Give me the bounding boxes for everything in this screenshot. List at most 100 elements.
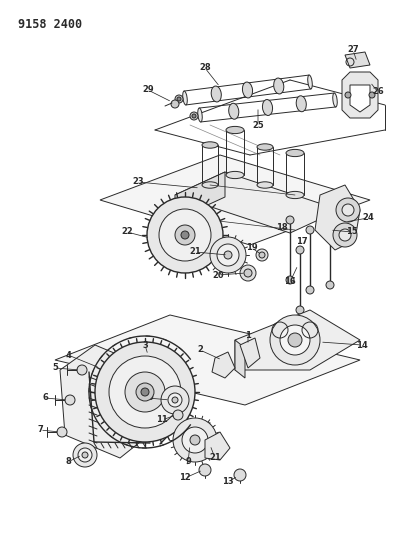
Text: 5: 5: [52, 364, 58, 373]
Text: 29: 29: [142, 85, 154, 94]
Circle shape: [65, 395, 75, 405]
Text: 22: 22: [121, 228, 133, 237]
Circle shape: [280, 325, 310, 355]
Circle shape: [78, 448, 92, 462]
Circle shape: [339, 229, 351, 241]
Ellipse shape: [257, 144, 273, 150]
Circle shape: [82, 452, 88, 458]
Circle shape: [256, 249, 268, 261]
Circle shape: [342, 204, 354, 216]
Ellipse shape: [286, 149, 304, 157]
Circle shape: [190, 435, 200, 445]
Circle shape: [175, 225, 195, 245]
Ellipse shape: [198, 108, 202, 122]
Text: 28: 28: [199, 63, 211, 72]
Text: 3: 3: [142, 341, 148, 350]
Circle shape: [173, 418, 217, 462]
Circle shape: [172, 397, 178, 403]
Ellipse shape: [226, 172, 244, 179]
Circle shape: [173, 410, 183, 420]
Ellipse shape: [226, 126, 244, 134]
Circle shape: [181, 231, 189, 239]
Circle shape: [199, 464, 211, 476]
Circle shape: [95, 342, 195, 442]
Text: 9158 2400: 9158 2400: [18, 18, 82, 31]
Text: 21: 21: [209, 454, 221, 463]
Text: 23: 23: [132, 177, 144, 187]
Text: 19: 19: [246, 244, 258, 253]
Circle shape: [136, 383, 154, 401]
Circle shape: [57, 427, 67, 437]
Polygon shape: [212, 352, 235, 378]
Ellipse shape: [257, 182, 273, 188]
Polygon shape: [235, 340, 245, 378]
Circle shape: [345, 92, 351, 98]
Circle shape: [288, 333, 302, 347]
Circle shape: [182, 427, 208, 453]
Polygon shape: [240, 338, 260, 368]
Ellipse shape: [183, 91, 187, 105]
Text: 20: 20: [212, 271, 224, 279]
Text: 7: 7: [37, 425, 43, 434]
Text: 14: 14: [356, 341, 368, 350]
Circle shape: [210, 237, 246, 273]
Polygon shape: [175, 172, 340, 233]
Circle shape: [159, 209, 211, 261]
Text: 16: 16: [284, 278, 296, 287]
Text: 11: 11: [156, 416, 168, 424]
Circle shape: [326, 281, 334, 289]
Circle shape: [240, 265, 256, 281]
Text: 17: 17: [296, 238, 308, 246]
Polygon shape: [235, 310, 360, 370]
Circle shape: [192, 114, 196, 118]
Circle shape: [77, 365, 87, 375]
Text: 9: 9: [185, 457, 191, 466]
Text: 24: 24: [362, 214, 374, 222]
Polygon shape: [350, 85, 370, 112]
Ellipse shape: [202, 142, 218, 148]
Circle shape: [336, 198, 360, 222]
Circle shape: [286, 276, 294, 284]
Circle shape: [244, 269, 252, 277]
Circle shape: [259, 252, 265, 258]
Circle shape: [296, 246, 304, 254]
Text: 1: 1: [245, 330, 251, 340]
Circle shape: [125, 372, 165, 412]
Polygon shape: [342, 72, 378, 118]
Circle shape: [286, 216, 294, 224]
Circle shape: [147, 197, 223, 273]
Circle shape: [306, 286, 314, 294]
Text: 13: 13: [222, 478, 234, 487]
Ellipse shape: [333, 93, 337, 107]
Ellipse shape: [286, 191, 304, 199]
Text: 12: 12: [179, 473, 191, 482]
Ellipse shape: [296, 96, 306, 112]
Ellipse shape: [242, 82, 253, 98]
Text: 25: 25: [252, 120, 264, 130]
Circle shape: [177, 97, 181, 101]
Polygon shape: [205, 432, 230, 460]
Circle shape: [296, 306, 304, 314]
Circle shape: [333, 223, 357, 247]
Circle shape: [217, 244, 239, 266]
Text: 10: 10: [142, 393, 154, 402]
Ellipse shape: [274, 78, 284, 94]
Circle shape: [369, 92, 375, 98]
Ellipse shape: [229, 103, 239, 119]
Circle shape: [234, 469, 246, 481]
Circle shape: [224, 251, 232, 259]
Text: 2: 2: [197, 345, 203, 354]
Circle shape: [161, 386, 189, 414]
Polygon shape: [315, 185, 360, 250]
Text: 6: 6: [42, 393, 48, 402]
Text: 27: 27: [347, 45, 359, 54]
Circle shape: [168, 393, 182, 407]
Ellipse shape: [211, 86, 221, 102]
Polygon shape: [60, 345, 155, 458]
Circle shape: [73, 443, 97, 467]
Text: 4: 4: [65, 351, 71, 359]
Circle shape: [306, 226, 314, 234]
Circle shape: [175, 95, 183, 103]
Text: 26: 26: [372, 87, 384, 96]
Circle shape: [141, 388, 149, 396]
